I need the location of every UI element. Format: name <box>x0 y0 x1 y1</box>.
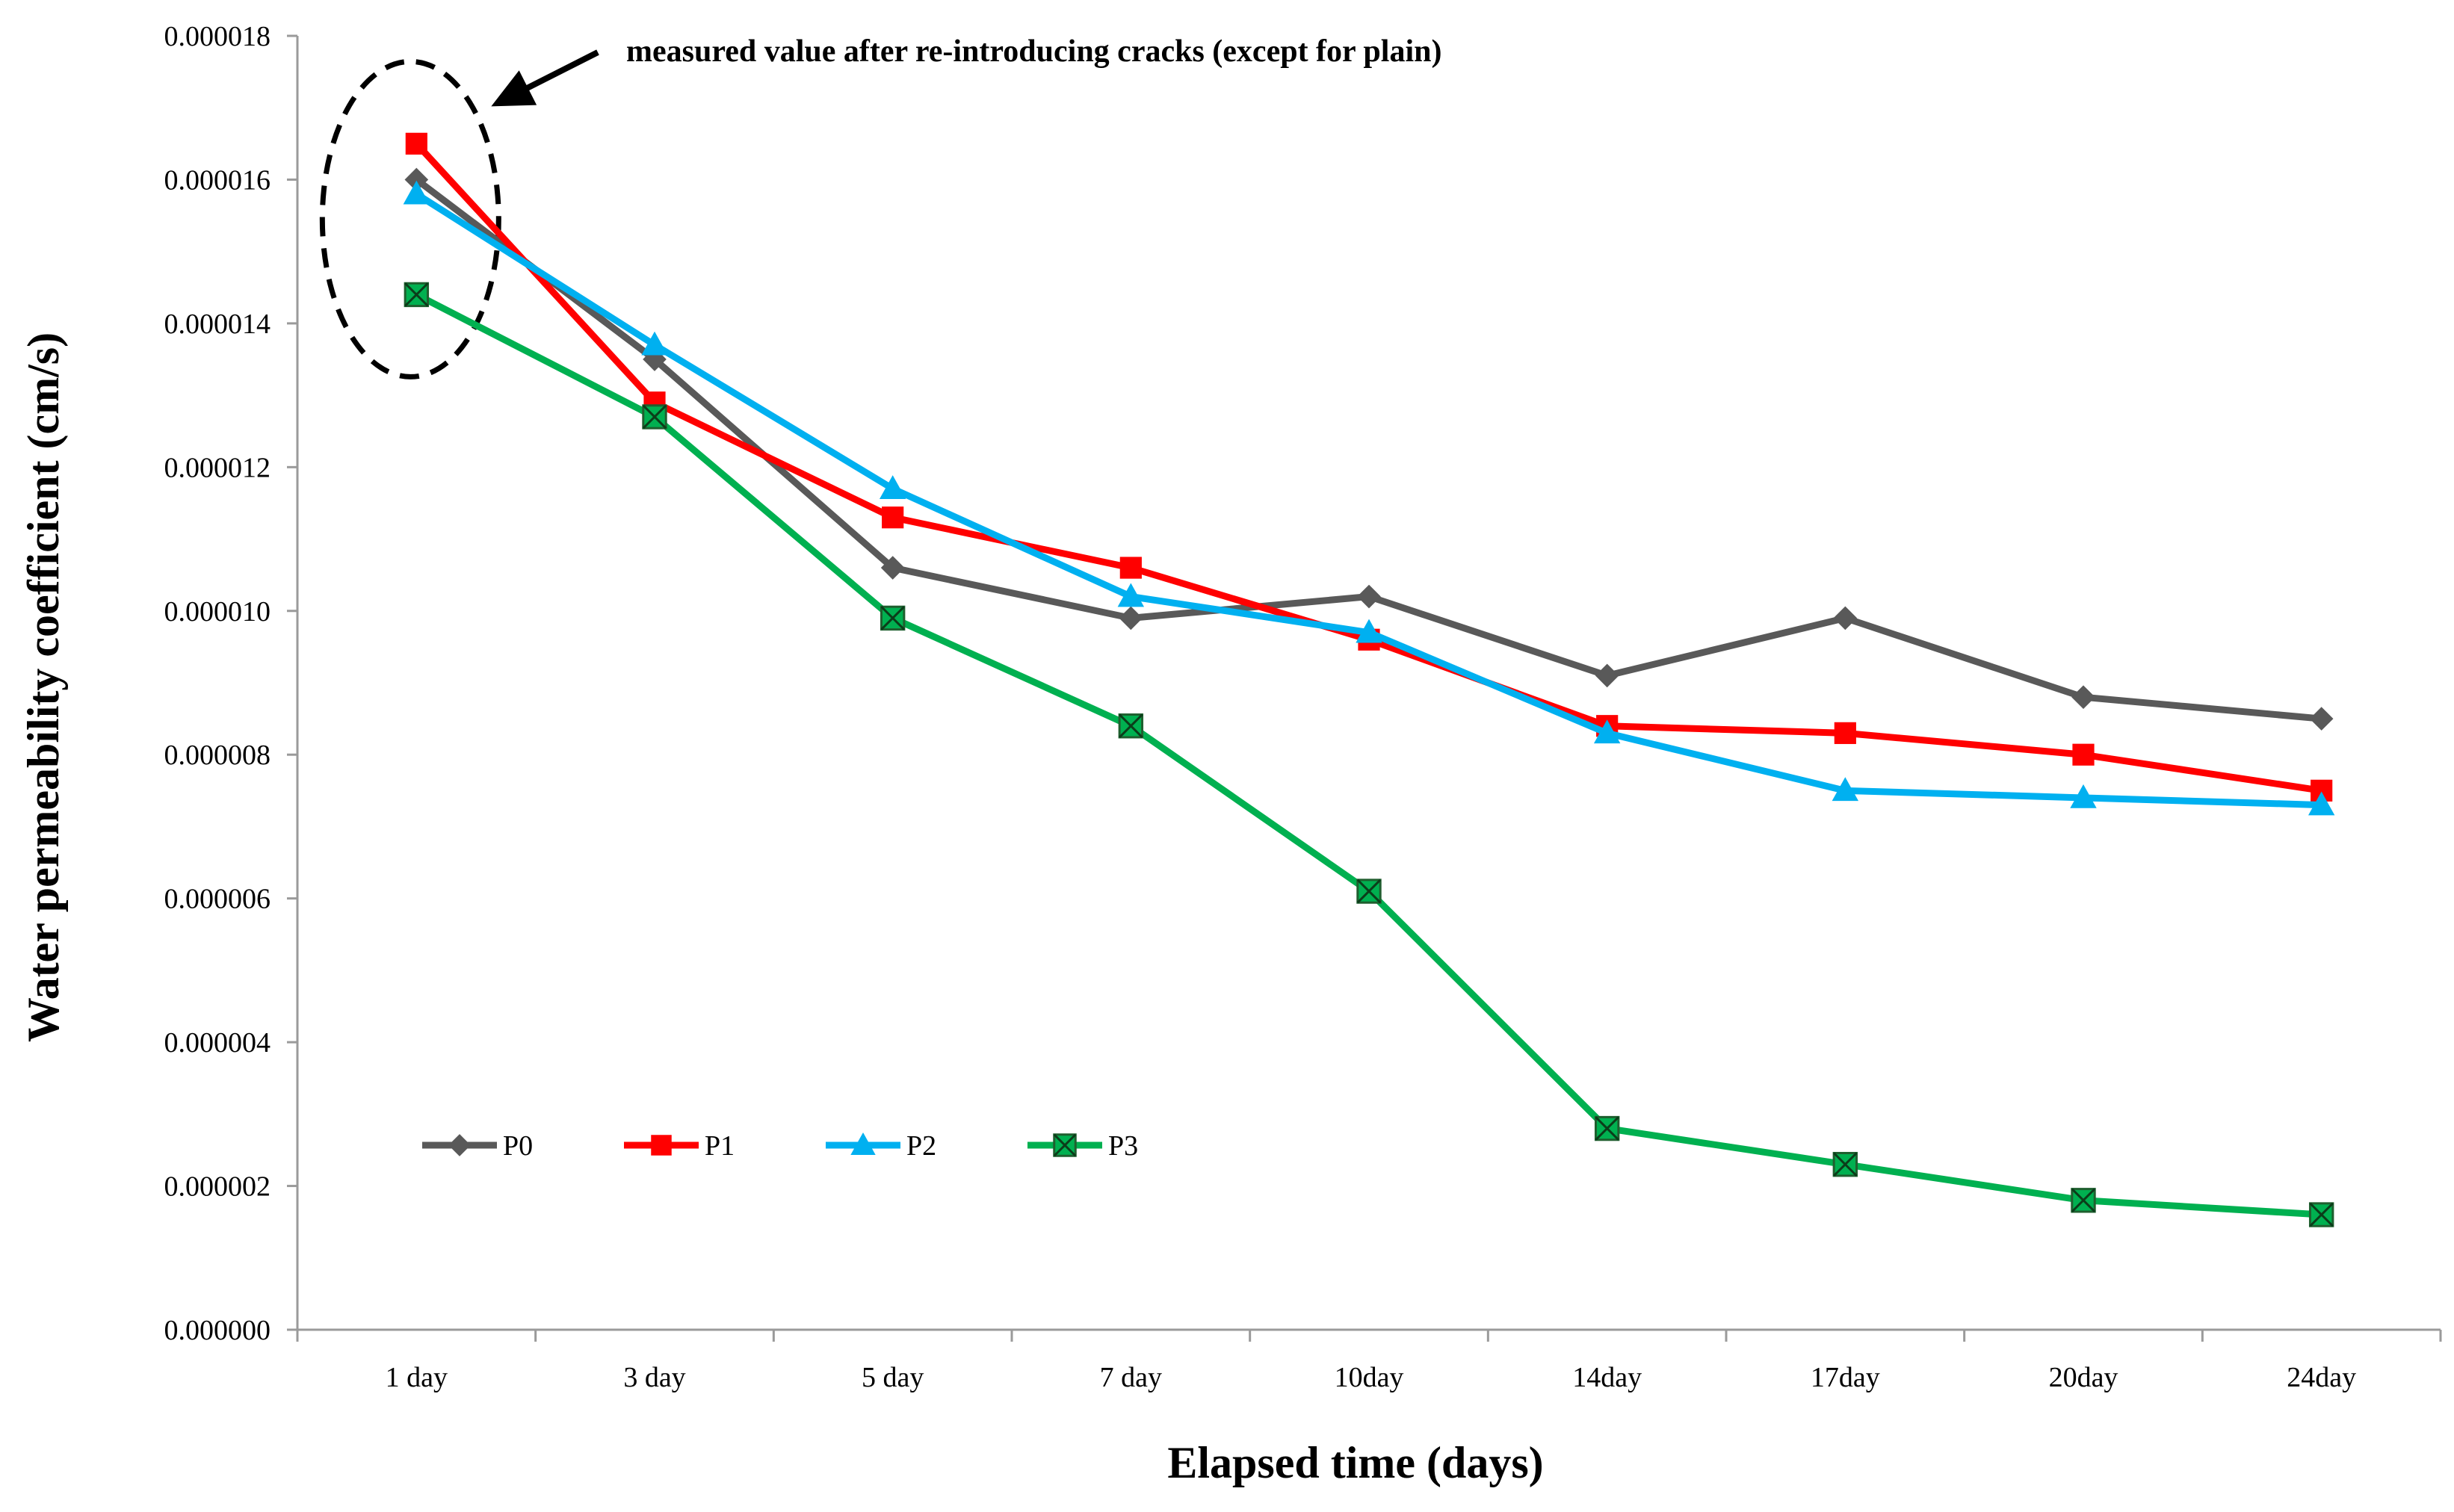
x-axis-ticks: 1 day 3 day 5 day 7 day 10day 14day 17day 20day… <box>296 1330 2442 1393</box>
y-tick-label: 0.000004 <box>164 1027 271 1059</box>
series-p0 <box>404 167 2334 731</box>
series-p2-point <box>641 331 668 356</box>
series-layer <box>403 132 2335 1227</box>
y-axis-ticks: 0.000000 0.000002 0.000004 0.000006 0.000008… <box>164 21 297 1346</box>
y-tick-label: 0.000016 <box>164 164 271 196</box>
series-p3-point <box>2308 1202 2334 1227</box>
series-p3-point <box>404 282 430 308</box>
legend: P0 P1 P2 P3 <box>422 1130 1138 1162</box>
series-p1-point <box>1119 557 1142 579</box>
series-p3-point <box>880 605 906 631</box>
legend-label-p2: P2 <box>906 1130 936 1162</box>
annotation: measured value after re-introducing crac… <box>319 34 1441 379</box>
x-tick-label: 14day <box>1572 1362 1642 1393</box>
x-tick-label: 7 day <box>1100 1362 1162 1393</box>
legend-label-p1: P1 <box>705 1130 735 1162</box>
series-p0-point <box>643 347 667 371</box>
x-tick-label: 3 day <box>623 1362 685 1393</box>
series-p0-point <box>1357 584 1381 609</box>
series-p2-point <box>2070 784 2097 808</box>
annotation-arrow-head <box>491 70 537 107</box>
y-tick-label: 0.000008 <box>164 740 271 771</box>
y-tick-label: 0.000000 <box>164 1315 271 1346</box>
legend-label-p3: P3 <box>1108 1130 1138 1162</box>
legend-item-p2: P2 <box>826 1130 936 1162</box>
x-tick-label: 10day <box>1335 1362 1404 1393</box>
series-p1-point <box>405 132 427 155</box>
series-p2-point <box>1356 619 1382 643</box>
series-p3-line <box>412 291 2325 1218</box>
annotation-arrow-shaft <box>521 49 599 93</box>
legend-item-p0: P0 <box>422 1130 533 1162</box>
series-p2-point <box>879 475 906 499</box>
chart-axes <box>296 36 2441 1331</box>
series-p3-point <box>1356 879 1382 904</box>
series-p2-point <box>403 180 430 205</box>
x-axis-title: Elapsed time (days) <box>1167 1438 1543 1487</box>
series-p0-point <box>2071 685 2095 710</box>
series-p1-line <box>412 140 2325 794</box>
series-p2 <box>403 180 2335 816</box>
series-p0-point <box>2309 707 2334 731</box>
series-p3-point <box>642 404 667 430</box>
legend-marker-p2 <box>850 1132 876 1155</box>
series-p3-point <box>1594 1115 1620 1141</box>
series-p2-line <box>412 190 2325 809</box>
series-p1-point <box>882 506 904 529</box>
legend-marker-p0 <box>448 1134 471 1156</box>
series-p3-point <box>1118 713 1144 739</box>
x-tick-label: 20day <box>2049 1362 2118 1393</box>
series-p3 <box>404 282 2334 1227</box>
series-p3-point <box>1832 1151 1858 1177</box>
series-p2-point <box>2308 791 2335 816</box>
y-tick-label: 0.000010 <box>164 596 271 628</box>
x-tick-label: 1 day <box>386 1362 448 1393</box>
legend-marker-p1 <box>651 1135 672 1156</box>
series-p0-point <box>1119 606 1143 630</box>
x-tick-label: 24day <box>2287 1362 2356 1393</box>
series-p3-point <box>2071 1188 2096 1213</box>
x-tick-label: 17day <box>1811 1362 1880 1393</box>
legend-marker-p3 <box>1053 1133 1077 1157</box>
series-p1 <box>405 132 2333 802</box>
annotation-text: measured value after re-introducing crac… <box>626 34 1441 69</box>
series-p2-point <box>1117 583 1145 607</box>
series-p1-point <box>2072 743 2095 766</box>
series-p0-point <box>1595 663 1619 688</box>
annotation-ellipse <box>319 58 501 379</box>
series-p2-point <box>1593 719 1621 744</box>
legend-item-p3: P3 <box>1027 1130 1138 1162</box>
legend-label-p0: P0 <box>503 1130 533 1162</box>
y-tick-label: 0.000014 <box>164 309 271 340</box>
x-tick-label: 5 day <box>862 1362 924 1393</box>
series-p2-point <box>1832 777 1859 802</box>
y-axis-title: Water permeability coefficient (cm/s) <box>19 332 68 1042</box>
series-p1-point <box>1834 722 1856 744</box>
y-tick-label: 0.000002 <box>164 1171 271 1203</box>
legend-item-p1: P1 <box>624 1130 735 1162</box>
y-tick-label: 0.000006 <box>164 884 271 915</box>
y-tick-label: 0.000018 <box>164 21 271 52</box>
y-tick-label: 0.000012 <box>164 452 271 483</box>
series-p0-point <box>880 556 905 580</box>
series-p0-point <box>1833 606 1858 630</box>
